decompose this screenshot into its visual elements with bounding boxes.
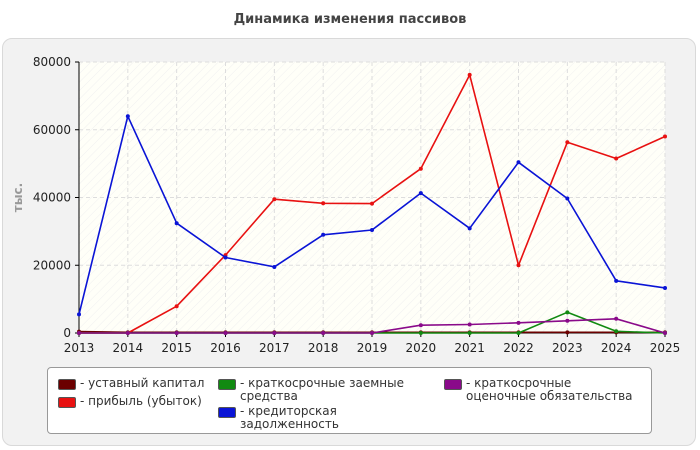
y-tick-label: 20000 xyxy=(33,258,71,272)
series-4-point xyxy=(467,322,472,327)
series-3-point xyxy=(467,226,472,231)
series-4-point xyxy=(614,316,619,321)
series-1-point xyxy=(418,166,423,171)
series-4-point xyxy=(272,331,277,335)
x-tick-label: 2017 xyxy=(259,341,290,355)
series-4-point xyxy=(125,331,130,335)
series-0-point xyxy=(565,330,570,335)
series-1-point xyxy=(370,201,374,206)
legend-swatch xyxy=(444,379,462,390)
series-1-point xyxy=(467,72,472,77)
series-2-point xyxy=(614,329,619,334)
legend-label: - прибыль (убыток) xyxy=(80,394,202,408)
x-tick-label: 2025 xyxy=(650,341,681,355)
series-3-point xyxy=(370,228,374,233)
legend-item: - краткосрочные заемные средства xyxy=(218,377,418,403)
x-tick-label: 2022 xyxy=(503,341,534,355)
x-tick-label: 2021 xyxy=(454,341,485,355)
series-1-point xyxy=(174,304,179,309)
y-tick-label: 40000 xyxy=(33,191,71,205)
legend-label: - краткосрочные оценочные обязательства xyxy=(466,376,633,403)
series-2-point xyxy=(516,331,521,335)
y-tick-label: 0 xyxy=(63,326,71,340)
series-1-point xyxy=(614,156,619,161)
x-tick-label: 2018 xyxy=(308,341,339,355)
series-4-point xyxy=(418,323,423,328)
x-tick-label: 2014 xyxy=(113,341,144,355)
legend-label: - уставный капитал xyxy=(80,376,205,390)
series-3-point xyxy=(174,221,179,226)
legend-swatch xyxy=(218,379,236,390)
series-4-point xyxy=(321,331,326,335)
chart-legend: - уставный капитал - прибыль (убыток) - кр… xyxy=(47,367,652,434)
x-tick-label: 2024 xyxy=(601,341,632,355)
series-4-point xyxy=(516,320,521,325)
x-tick-label: 2023 xyxy=(552,341,583,355)
series-3-point xyxy=(321,232,326,237)
y-tick-label: 80000 xyxy=(33,55,71,69)
x-tick-label: 2020 xyxy=(406,341,437,355)
legend-swatch xyxy=(58,397,76,408)
legend-label: - краткосрочные заемные средства xyxy=(240,376,404,403)
x-tick-label: 2019 xyxy=(357,341,388,355)
series-4-point xyxy=(663,331,667,335)
legend-swatch xyxy=(58,379,76,390)
series-4-point xyxy=(370,331,374,335)
series-4-point xyxy=(565,318,570,323)
series-1-point xyxy=(321,201,326,206)
series-1-point xyxy=(565,140,570,145)
series-1-point xyxy=(663,134,667,139)
x-tick-label: 2013 xyxy=(64,341,95,355)
y-axis-label: тыс. xyxy=(11,183,25,212)
x-tick-label: 2016 xyxy=(210,341,241,355)
legend-item: - кредиторская задолженность xyxy=(218,405,418,431)
series-2-point xyxy=(565,310,570,315)
legend-swatch xyxy=(218,407,236,418)
series-3-point xyxy=(272,264,277,269)
chart-title: Динамика изменения пассивов xyxy=(233,12,467,27)
legend-item: - уставный капитал xyxy=(58,377,208,390)
series-3-point xyxy=(614,278,619,283)
x-tick-label: 2015 xyxy=(161,341,192,355)
series-2-point xyxy=(467,331,472,335)
legend-item: - краткосрочные оценочные обязательства xyxy=(444,377,644,403)
series-1-point xyxy=(516,263,521,268)
series-3-point xyxy=(125,114,130,119)
series-4-point xyxy=(223,331,228,335)
series-4-point xyxy=(77,331,81,335)
legend-item: - прибыль (убыток) xyxy=(58,395,208,408)
y-tick-label: 60000 xyxy=(33,123,71,137)
series-2-point xyxy=(418,331,423,335)
legend-label: - кредиторская задолженность xyxy=(240,404,339,431)
series-3-point xyxy=(77,312,81,317)
series-3-point xyxy=(418,191,423,196)
series-1-point xyxy=(272,197,277,202)
series-3-point xyxy=(516,160,521,165)
series-3-point xyxy=(663,285,667,290)
series-3-point xyxy=(223,255,228,260)
series-4-point xyxy=(174,331,179,335)
series-3-point xyxy=(565,196,570,201)
